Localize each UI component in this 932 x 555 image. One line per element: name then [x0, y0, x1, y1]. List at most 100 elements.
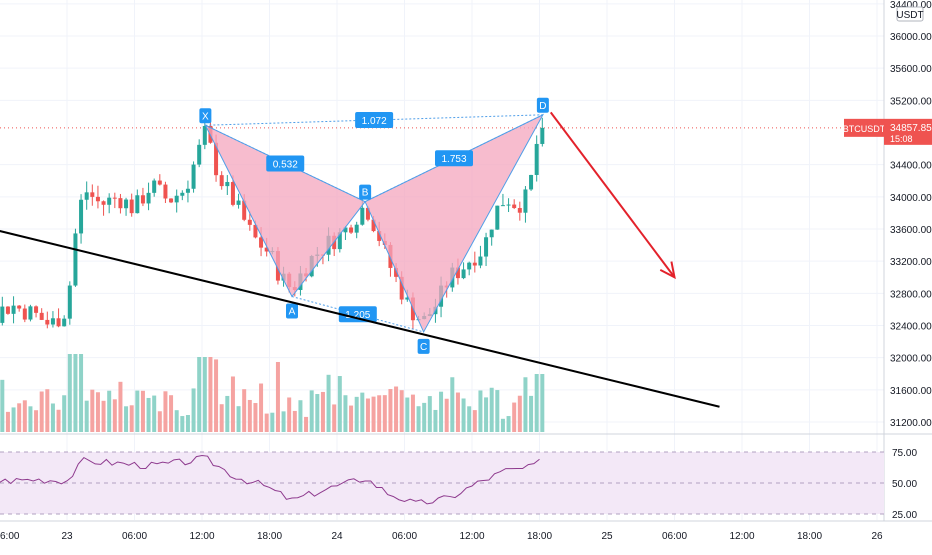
- volume-bar: [337, 376, 342, 432]
- price-axis[interactable]: 34400.00 36000.00 35600.00 35200.00 34400.00…: [843, 0, 932, 521]
- volume-bar: [275, 361, 280, 432]
- price-tick-label: 35200.00: [890, 96, 932, 107]
- volume-bar: [523, 377, 528, 432]
- volume-bar: [163, 391, 168, 432]
- time-tick-label: 12:00: [729, 531, 754, 542]
- candle-body: [529, 174, 534, 190]
- volume-bar: [17, 403, 22, 432]
- harmonic-pattern[interactable]: 0.532 1.205 1.753 1.072 X A B C D: [199, 97, 549, 354]
- candle-body: [242, 200, 247, 220]
- time-tick-label: 06:00: [662, 531, 687, 542]
- currency-badge: [896, 6, 924, 22]
- volume-bar: [140, 390, 145, 432]
- candle-body: [349, 227, 354, 233]
- price-tick-label: 34400.00: [890, 0, 932, 11]
- volume-bar: [264, 413, 269, 432]
- volume-bar: [180, 416, 185, 432]
- trendline-layer[interactable]: [0, 111, 720, 408]
- volume-bar: [101, 400, 106, 432]
- volume-bar: [247, 399, 252, 432]
- volume-bar: [214, 359, 219, 432]
- volume-bar: [439, 391, 444, 432]
- candle-body: [461, 269, 466, 279]
- volume-bar: [315, 394, 320, 432]
- pattern-bcd-triangle: [364, 113, 545, 334]
- symbol-label: BTCUSDT: [843, 124, 886, 134]
- time-tick-label: 25: [601, 531, 613, 542]
- volume-bar: [208, 357, 213, 432]
- volume-bar: [371, 396, 376, 432]
- candle-body: [236, 200, 241, 205]
- time-tick-label: 06:00: [392, 531, 417, 542]
- point-label-b: B: [362, 188, 369, 199]
- volume-bar: [191, 388, 196, 432]
- volume-bar: [62, 395, 67, 432]
- volume-bar: [202, 357, 207, 432]
- time-axis[interactable]: 6:00 23 06:00 12:00 18:00 24 06:00 12:00 18:00 25…: [0, 531, 883, 542]
- volume-bar: [365, 398, 370, 432]
- volume-bar: [349, 405, 354, 432]
- volume-bar: [500, 418, 505, 432]
- volume-bar: [506, 416, 511, 432]
- candle-body: [500, 205, 505, 207]
- volume-bar: [129, 405, 134, 432]
- price-tick-label: 32400.00: [890, 322, 932, 333]
- candle-body: [214, 142, 219, 176]
- volume-bar: [95, 392, 100, 432]
- volume-bar: [382, 395, 387, 432]
- projection-arrow-head: [659, 261, 676, 280]
- time-tick-label: 06:00: [122, 531, 147, 542]
- volume-bar: [84, 400, 89, 432]
- volume-bar: [399, 390, 404, 432]
- candle-body: [399, 276, 404, 300]
- support-trendline: [0, 230, 720, 408]
- volume-bar: [484, 397, 489, 432]
- rsi-tick-label: 50.00: [892, 479, 917, 490]
- price-tick-label: 34000.00: [890, 193, 932, 204]
- volume-bar: [472, 410, 477, 432]
- symbol-tag: [844, 118, 884, 137]
- volume-bar: [540, 374, 545, 432]
- volume-bar: [174, 410, 179, 432]
- current-price-label: 34857.85: [890, 123, 932, 134]
- volume-bar: [45, 389, 50, 432]
- volume-bar: [230, 376, 235, 432]
- candle-body: [343, 227, 348, 233]
- candle-body: [259, 237, 264, 248]
- ratio-label: 0.532: [273, 159, 298, 170]
- candle-body: [140, 195, 145, 204]
- time-tick-label: 12:00: [189, 531, 214, 542]
- time-tick-label: 6:00: [0, 531, 20, 542]
- price-tick-label: 34400.00: [890, 161, 932, 172]
- volume-bar: [73, 354, 78, 432]
- ratio-label: 1.072: [362, 116, 387, 127]
- candle-body: [163, 184, 168, 199]
- volume-bar: [152, 395, 157, 432]
- candle-body: [11, 305, 16, 314]
- volume-bar: [107, 390, 112, 432]
- volume-bar: [28, 406, 33, 432]
- point-label-d: D: [539, 101, 546, 112]
- candle-body: [0, 306, 5, 323]
- volume-bar: [236, 406, 241, 432]
- rsi-tick-label: 25.00: [892, 510, 917, 521]
- point-label-x: X: [202, 111, 209, 122]
- volume-bar: [495, 390, 500, 432]
- volume-bar: [478, 390, 483, 432]
- time-tick-label: 18:00: [527, 531, 552, 542]
- volume-bars: [0, 354, 545, 432]
- candle-body: [219, 175, 224, 187]
- volume-bar: [394, 386, 399, 432]
- candle-body: [129, 199, 134, 214]
- candle-body: [95, 196, 100, 202]
- price-tick-label: 33600.00: [890, 225, 932, 236]
- volume-bar: [90, 389, 95, 432]
- candle-body: [79, 199, 84, 234]
- candle-body: [5, 306, 10, 314]
- countdown-label: 15:08: [890, 134, 913, 144]
- volume-bar: [287, 397, 292, 432]
- time-tick-label: 12:00: [459, 531, 484, 542]
- volume-bar: [50, 403, 55, 432]
